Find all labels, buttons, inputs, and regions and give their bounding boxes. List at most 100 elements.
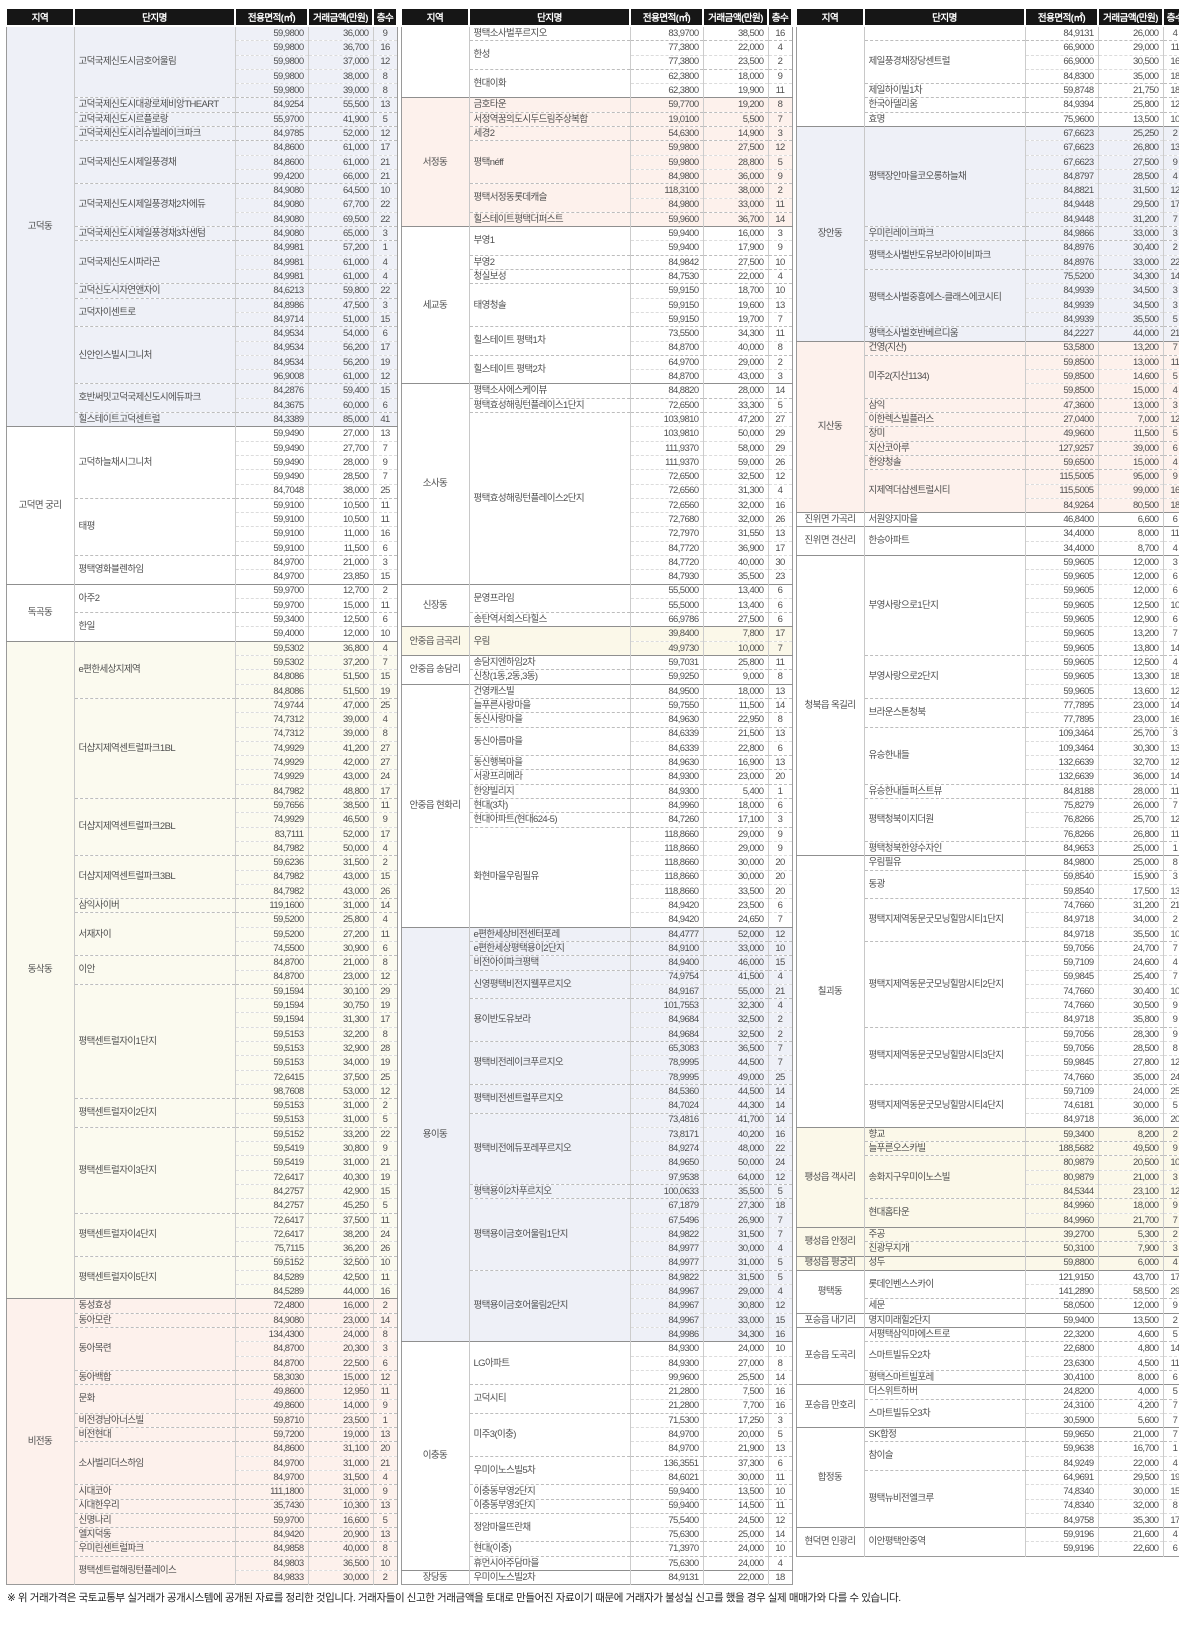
table-row: 평택센트럴자이4단지 72,6417 37,500 11 (6, 1212, 397, 1257)
table-row: 고덕국제신도시파라곤 84,9981 57,200 1 (6, 240, 397, 284)
area-cell: 84,9800 (629, 168, 703, 184)
floor-cell: 10 (767, 283, 792, 299)
area-cell: 84,3675 (234, 397, 308, 413)
area-cell: 99,4200 (234, 168, 308, 184)
table-row: 평택비전에듀포레푸르지오 73,4816 41,700 14 (401, 1112, 792, 1185)
table-row: 78,9995 49,000 25 (401, 1069, 792, 1085)
floor-cell: 6 (1162, 1541, 1179, 1557)
col-header-complex: 단지명 (863, 7, 1026, 27)
price-cell: 51,500 (307, 669, 373, 685)
table-row: 66,9000 30,500 16 (796, 54, 1179, 70)
area-cell: 84,8821 (1024, 183, 1098, 199)
price-cell: 38,000 (702, 183, 768, 199)
table-row: 59,1594 31,300 17 (6, 1012, 397, 1028)
floor-cell: 12 (767, 1298, 792, 1314)
table-row: 태영청솔 59,9150 18,700 10 (401, 283, 792, 327)
floor-cell: 20 (767, 855, 792, 871)
area-cell: 19,0100 (629, 111, 703, 127)
area-cell: 59,9605 (1024, 583, 1098, 599)
area-cell: 72,7680 (629, 512, 703, 527)
table-row: 84,9264 80,500 18 (796, 497, 1179, 513)
price-cell: 18,000 (702, 798, 768, 813)
price-cell: 36,800 (307, 640, 373, 656)
floor-cell: 8 (372, 1026, 397, 1042)
price-cell: 22,000 (702, 1570, 768, 1585)
area-cell: 84,8700 (234, 955, 308, 971)
price-cell: 50,000 (307, 840, 373, 856)
complex-name-cell: 우림 (469, 626, 630, 656)
price-cell: 5,500 (702, 111, 768, 127)
floor-cell: 4 (1162, 1255, 1179, 1271)
floor-cell: 15 (1162, 1484, 1179, 1500)
area-cell: 74,9929 (234, 755, 308, 770)
price-cell: 36,000 (702, 168, 768, 184)
floor-cell: 8 (767, 340, 792, 356)
price-cell: 29,500 (1097, 1469, 1163, 1485)
complex-name-cell: 비전경남아너스빌 (74, 1412, 235, 1428)
area-cell: 59,7056 (1024, 940, 1098, 956)
complex-name-cell: 동신사랑마을 (469, 712, 630, 728)
price-cell: 25,250 (1097, 126, 1163, 141)
price-cell: 42,500 (307, 1269, 373, 1285)
price-cell: 13,500 (1097, 1312, 1163, 1328)
region-cell: 평택동 (796, 1269, 865, 1314)
region-cell: 세교동 (401, 226, 470, 384)
price-cell: 20,300 (307, 1341, 373, 1357)
table-row: 동신행복마을 84,9630 16,900 13 (401, 755, 792, 770)
complex-name-cell: 현대이화 (469, 68, 630, 98)
region-cell: 진위면 견산리 (796, 526, 865, 556)
table-row: 힐스테이트 평택1차 73,5500 34,300 11 (401, 326, 792, 356)
table-row: 현대아파트(현대624-5) 84,7260 17,100 3 (401, 812, 792, 828)
area-cell: 84,9960 (1024, 1198, 1098, 1214)
floor-cell: 5 (1162, 311, 1179, 327)
floor-cell: 8 (767, 712, 792, 728)
price-cell: 28,500 (1097, 168, 1163, 184)
complex-name-cell: 동아모란 (74, 1312, 235, 1328)
table-row: 59,7109 24,600 4 (796, 955, 1179, 971)
table-row: 비전동 동성효성 72,4800 16,000 2 (6, 1298, 397, 1585)
floor-cell: 2 (1162, 1126, 1179, 1142)
floor-cell: 9 (1162, 1198, 1179, 1214)
floor-cell: 14 (767, 211, 792, 227)
region-cell: 지산동 (796, 340, 865, 513)
floor-cell: 11 (372, 497, 397, 513)
floor-cell: 13 (372, 426, 397, 442)
price-cell: 14,600 (1097, 369, 1163, 384)
floor-cell: 11 (767, 326, 792, 342)
table-row: 59,9150 19,700 7 (401, 311, 792, 327)
region-cell: 고덕면 궁리 (6, 426, 75, 585)
floor-cell: 8 (1162, 1041, 1179, 1056)
area-cell: 74,5500 (234, 940, 308, 956)
table-row: 84,7982 50,000 4 (6, 840, 397, 856)
floor-cell: 2 (372, 1098, 397, 1114)
area-cell: 59,9650 (1024, 1427, 1098, 1442)
floor-cell: 13 (767, 726, 792, 742)
region-cell: 현덕면 인광리 (796, 1527, 865, 1557)
floor-cell: 5 (767, 1255, 792, 1271)
price-cell: 21,000 (1097, 1427, 1163, 1442)
area-cell: 83,9700 (629, 25, 703, 41)
complex-name-cell: 부영사랑으로2단지 (864, 655, 1025, 699)
col-header-region: 지역 (400, 7, 470, 27)
floor-cell: 5 (767, 1269, 792, 1285)
floor-cell: 15 (372, 569, 397, 585)
price-cell: 15,000 (1097, 454, 1163, 470)
region-cell: 포승읍 도곡리 (796, 1327, 865, 1385)
area-cell: 96,9008 (234, 369, 308, 384)
floor-cell: 4 (1162, 540, 1179, 556)
price-cell: 22,600 (1097, 1541, 1163, 1557)
area-cell: 84,7260 (629, 812, 703, 828)
price-cell: 36,000 (1097, 1112, 1163, 1128)
table-row: 동아목련 134,4300 24,000 8 (6, 1327, 397, 1371)
area-cell: 59,5419 (234, 1155, 308, 1171)
table-row: 72,6560 31,300 4 (401, 483, 792, 499)
area-cell: 59,9150 (629, 283, 703, 299)
area-cell: 72,6417 (234, 1212, 308, 1228)
floor-cell: 3 (767, 226, 792, 241)
area-cell: 27,0400 (1024, 412, 1098, 427)
floor-cell: 18 (767, 1570, 792, 1585)
area-cell: 84,9300 (629, 1341, 703, 1357)
price-cell: 9,000 (702, 669, 768, 685)
area-cell: 84,9254 (234, 97, 308, 113)
price-cell: 50,000 (702, 1155, 768, 1171)
